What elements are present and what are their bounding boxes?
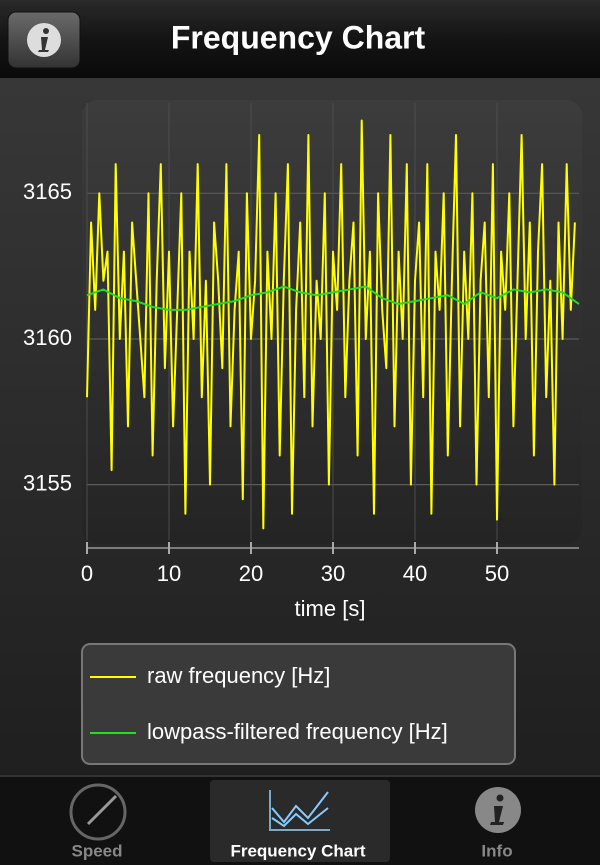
gauge-ring[interactable] — [69, 783, 127, 841]
legend: raw frequency [Hz] lowpass-filtered frequ… — [90, 663, 448, 744]
info-button[interactable] — [7, 11, 81, 69]
info-tab-dot — [496, 794, 504, 802]
selected-tab-bg — [210, 780, 390, 862]
x-tick-label: 40 — [403, 561, 427, 586]
series-line — [86, 119, 576, 530]
info-icon-stem — [38, 37, 49, 52]
chart-icon-line — [271, 807, 329, 828]
speed-tab-icon[interactable] — [69, 783, 127, 841]
info-tab-stem — [490, 806, 504, 825]
y-tick-label: 3160 — [23, 325, 72, 350]
header-title: Frequency Chart — [171, 19, 426, 55]
tab-label[interactable]: Frequency Chart — [230, 841, 365, 860]
chart-tab-icon[interactable] — [269, 790, 330, 831]
header-bar — [0, 0, 600, 78]
chart-icon-line — [271, 791, 329, 824]
legend-label: lowpass-filtered frequency [Hz] — [147, 719, 448, 744]
tab-label[interactable]: Speed — [71, 841, 122, 860]
y-tick-label: 3165 — [23, 179, 72, 204]
legend-label: raw frequency [Hz] — [147, 663, 330, 688]
info-icon-dot — [43, 28, 49, 34]
legend-box — [81, 643, 516, 765]
info-tab-icon[interactable] — [475, 787, 521, 833]
gauge-needle — [86, 794, 118, 826]
x-tick-label: 30 — [321, 561, 345, 586]
chart-icon-axes[interactable] — [269, 790, 330, 831]
chart: 3155 3160 3165 0 10 20 30 40 50 — [23, 103, 580, 586]
y-tick-label: 3155 — [23, 470, 72, 495]
tab-bar-edge — [0, 775, 600, 777]
x-tick-label: 0 — [81, 561, 93, 586]
x-tick-label: 20 — [239, 561, 263, 586]
x-axis-label: time [s] — [295, 596, 366, 621]
tab-label[interactable]: Info — [481, 841, 512, 860]
x-tick-label: 50 — [485, 561, 509, 586]
series-line — [86, 285, 580, 311]
x-tick-label: 10 — [157, 561, 181, 586]
